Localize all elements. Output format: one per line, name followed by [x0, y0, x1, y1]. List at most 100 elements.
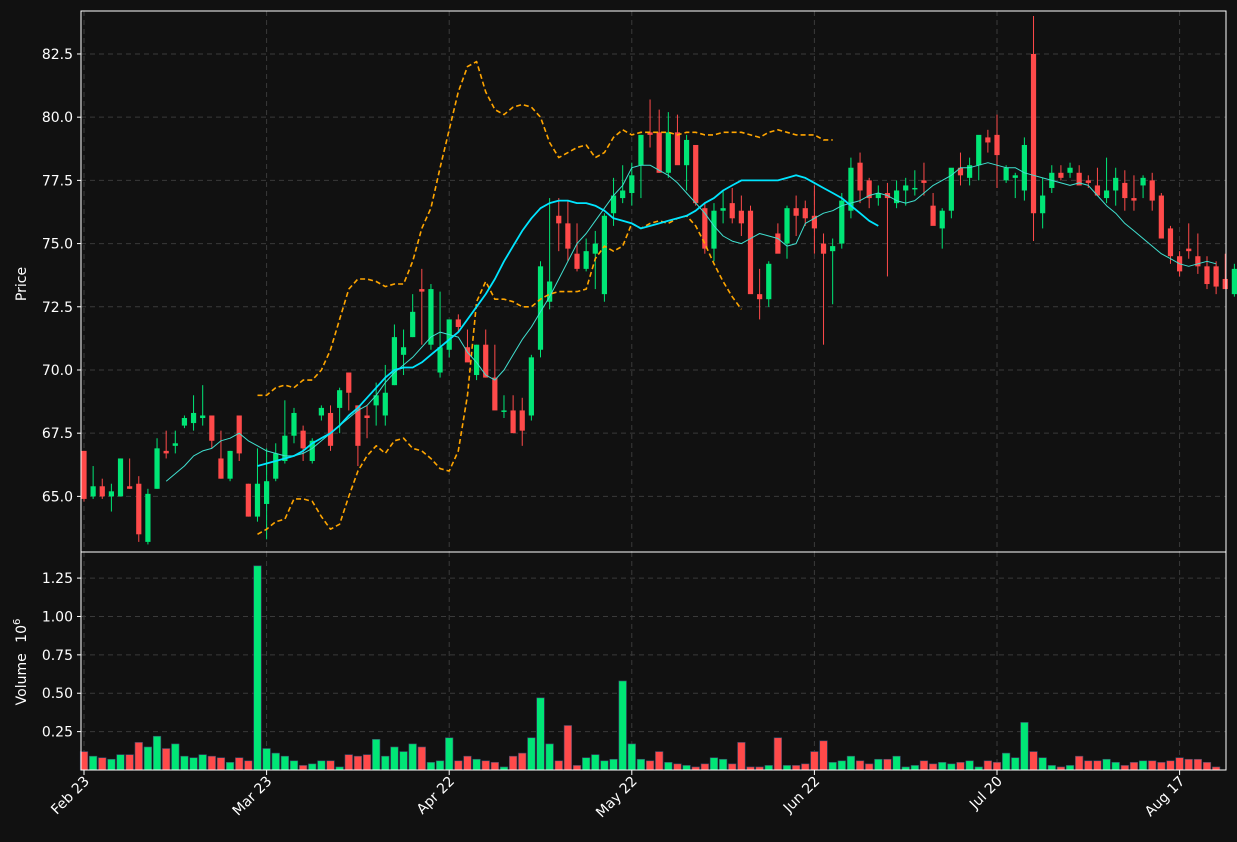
candle [455, 314, 461, 333]
volume-bar [1029, 751, 1038, 771]
volume-bar [591, 754, 600, 771]
candle [976, 134, 982, 181]
price-axis-title: Price [14, 267, 30, 301]
candle-body [483, 344, 489, 378]
candle-body [81, 450, 87, 499]
candle [464, 329, 471, 363]
candle [355, 405, 361, 467]
candle [720, 190, 726, 224]
candle [145, 488, 151, 545]
volume-bar [509, 755, 518, 771]
candle [893, 180, 900, 209]
volume-tick-label: 0.25 [42, 725, 73, 741]
volume-bar [837, 760, 846, 771]
candle [930, 193, 936, 226]
candle [711, 203, 717, 262]
volume-bar [235, 757, 244, 771]
candle [674, 114, 681, 166]
candle-body [1030, 53, 1037, 214]
candle [519, 397, 525, 446]
volume-bar [289, 760, 299, 771]
volume-bar [1138, 760, 1148, 771]
volume-bar [1111, 762, 1120, 771]
volume-bar [463, 755, 472, 771]
volume-bar [1157, 762, 1166, 771]
candle [747, 205, 754, 295]
volume-bar [98, 757, 107, 771]
volume-bar [189, 757, 198, 771]
volume-bar [992, 762, 1002, 771]
price-tick-label: 72.5 [42, 300, 73, 316]
candle [382, 364, 388, 426]
candle [419, 268, 425, 345]
candle [282, 400, 288, 464]
candle [364, 405, 370, 439]
candle-body [99, 486, 105, 497]
volume-bar [390, 746, 399, 771]
volume-bar [317, 760, 326, 771]
volume-bar [454, 760, 463, 771]
volume-bar [563, 725, 572, 771]
candle-body [738, 210, 744, 224]
candle [346, 372, 352, 411]
candle [1195, 233, 1201, 274]
candle-body [154, 448, 160, 489]
candle-body [811, 215, 817, 229]
volume-bar [445, 737, 454, 771]
candle [1058, 165, 1064, 181]
candle [236, 415, 242, 461]
candle [565, 200, 571, 262]
candle-body [400, 347, 407, 355]
candle [547, 198, 553, 310]
volume-bar [417, 746, 426, 771]
candle-body [893, 190, 900, 204]
candle-body [565, 223, 571, 249]
bollinger-upper-line [257, 60, 833, 397]
candle [1067, 162, 1073, 178]
volume-tick-label: 0.50 [42, 686, 73, 702]
candle-body [254, 483, 261, 517]
candle [1021, 137, 1027, 201]
volume-bar [737, 742, 746, 771]
volume-bar [308, 763, 317, 771]
candle-body [136, 483, 142, 535]
price-tick-label: 82.5 [42, 47, 73, 63]
volume-bar [372, 738, 381, 771]
candle-body [209, 415, 215, 441]
candle [528, 354, 534, 421]
volume-bar [344, 754, 353, 771]
candle [757, 268, 763, 320]
volume-bar [162, 748, 171, 771]
candle [738, 195, 744, 236]
volume-bar [116, 754, 125, 771]
bollinger-lower-line [257, 215, 743, 535]
candle-body [346, 372, 352, 393]
volume-bar [207, 755, 216, 771]
candle-body [1213, 266, 1219, 287]
volume-bar [1184, 758, 1193, 771]
volume-bar [527, 737, 536, 771]
volume-bar [381, 755, 390, 771]
candle [921, 162, 927, 196]
candle [318, 405, 324, 421]
volume-grid [81, 552, 1226, 770]
volume-bar [782, 765, 792, 771]
candle [1113, 167, 1119, 206]
candle-body [1094, 185, 1101, 196]
candle-body [355, 405, 361, 446]
candle [656, 109, 662, 173]
volume-bar [582, 757, 591, 771]
candle-body [921, 180, 927, 183]
candle-body [547, 281, 553, 302]
candle-body [145, 493, 151, 542]
volume-bar [627, 743, 636, 771]
candle-body [1076, 172, 1082, 186]
candle [1012, 172, 1018, 199]
candle-body [1186, 248, 1192, 252]
candle-body [729, 203, 735, 219]
volume-bar [773, 737, 782, 771]
volume-bar [152, 735, 162, 771]
candle-body [610, 195, 617, 214]
volume-bar [910, 765, 919, 771]
volume-bar [490, 762, 499, 771]
